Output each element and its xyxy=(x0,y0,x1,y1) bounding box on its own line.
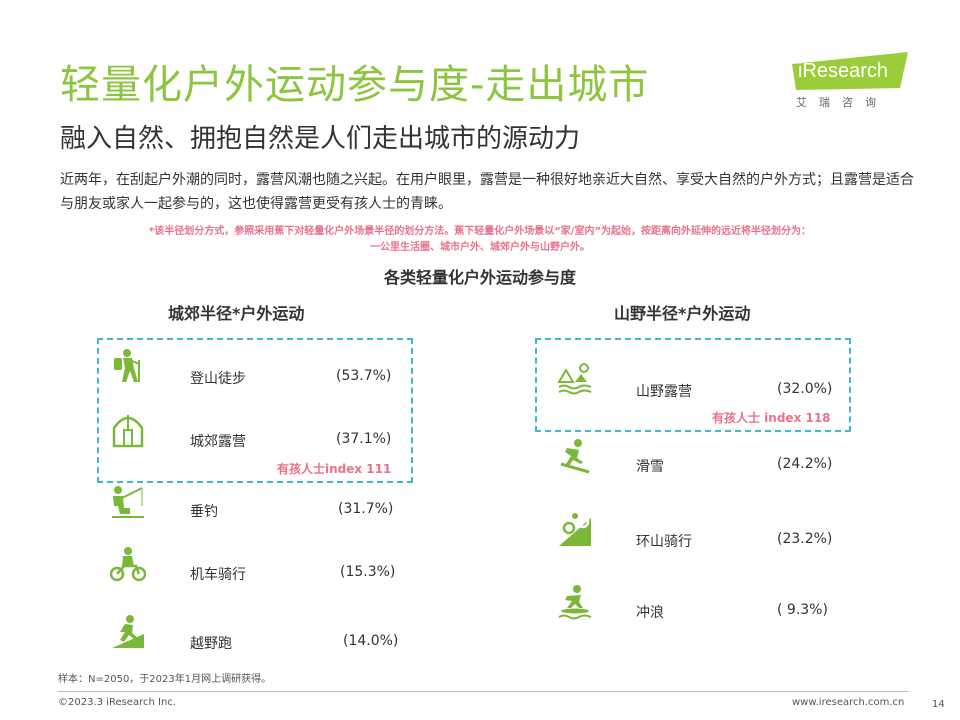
trail-running-icon xyxy=(112,615,144,648)
item-label-hiking: 登山徒步 xyxy=(190,371,246,387)
item-value-hiking: (53.7%) xyxy=(336,368,392,384)
definition-note: *该半径划分方式，参照采用蕉下对轻量化户外场景半径的划分方法。蕉下轻量化户外场景… xyxy=(60,224,900,256)
motorcycle-icon xyxy=(109,547,147,582)
list-item-fishing xyxy=(110,484,146,524)
item-label-surfing: 冲浪 xyxy=(636,605,664,621)
page-subtitle: 融入自然、拥抱自然是人们走出城市的源动力 xyxy=(60,124,581,154)
right-group-title: 山野半径*户外运动 xyxy=(614,304,751,323)
left-group-title: 城郊半径*户外运动 xyxy=(168,304,305,323)
list-item-surfing xyxy=(557,584,593,624)
chart-title: 各类轻量化户外运动参与度 xyxy=(383,268,576,287)
list-item-tent xyxy=(110,412,146,452)
item-value-motorcycle: (15.3%) xyxy=(340,564,396,580)
list-item-mountain-biking xyxy=(557,512,593,552)
tent-icon xyxy=(112,415,144,448)
skiing-icon xyxy=(560,439,590,474)
item-value-skiing: (24.2%) xyxy=(777,456,833,472)
item-label-tent: 城郊露营 xyxy=(190,434,246,450)
website-link[interactable]: www.iresearch.com.cn xyxy=(792,697,905,708)
list-item-skiing xyxy=(557,438,593,478)
item-value-trail-running: (14.0%) xyxy=(343,633,399,649)
logo-text: iResearch xyxy=(798,60,889,82)
item-value-mountain-camping: (32.0%) xyxy=(777,381,833,397)
list-item-mountain-camping xyxy=(557,360,593,400)
surfing-icon xyxy=(558,585,592,620)
sample-footnote: 样本：N=2050，于2023年1月网上调研获得。 xyxy=(58,674,272,685)
page-title: 轻量化户外运动参与度-走出城市 xyxy=(60,62,650,108)
list-item-hiking xyxy=(110,348,146,388)
item-label-motorcycle: 机车骑行 xyxy=(190,567,246,583)
item-label-mountain-camping: 山野露营 xyxy=(636,384,692,400)
intro-paragraph: 近两年，在刮起户外潮的同时，露营风潮也随之兴起。在用户眼里，露营是一种很好地亲近… xyxy=(60,172,914,212)
item-label-mountain-biking: 环山骑行 xyxy=(636,534,692,550)
item-label-fishing: 垂钓 xyxy=(190,504,218,520)
item-value-tent: (37.1%) xyxy=(336,431,392,447)
hiking-icon xyxy=(114,349,140,382)
item-label-trail-running: 越野跑 xyxy=(190,636,232,652)
note-line-1: *该半径划分方式，参照采用蕉下对轻量化户外场景半径的划分方法。蕉下轻量化户外场景… xyxy=(148,226,812,237)
footer-divider xyxy=(58,691,908,692)
item-value-fishing: (31.7%) xyxy=(338,501,394,517)
note-line-2: 一公里生活圈、城市户外、城郊户外与山野户外。 xyxy=(370,242,590,253)
iresearch-logo: iResearch 艾瑞咨询 xyxy=(790,50,915,110)
right-index-label: 有孩人士 index 118 xyxy=(712,411,831,425)
item-label-skiing: 滑雪 xyxy=(636,459,664,475)
left-highlight-box xyxy=(97,338,413,483)
list-item-motorcycle xyxy=(109,547,147,587)
logo-shape xyxy=(792,52,908,90)
list-item-trail-running xyxy=(110,614,146,654)
left-index-label: 有孩人士index 111 xyxy=(277,462,392,476)
item-value-surfing: ( 9.3%) xyxy=(777,602,828,618)
logo-subtext: 艾瑞咨询 xyxy=(796,96,888,109)
page-number: 14 xyxy=(932,699,945,710)
copyright-text: ©2023.3 iResearch Inc. xyxy=(58,697,176,708)
mountain-camping-icon xyxy=(557,363,592,395)
fishing-icon xyxy=(112,486,144,518)
item-value-mountain-biking: (23.2%) xyxy=(777,531,833,547)
mountain-biking-icon xyxy=(559,513,591,546)
right-highlight-box xyxy=(535,338,851,432)
